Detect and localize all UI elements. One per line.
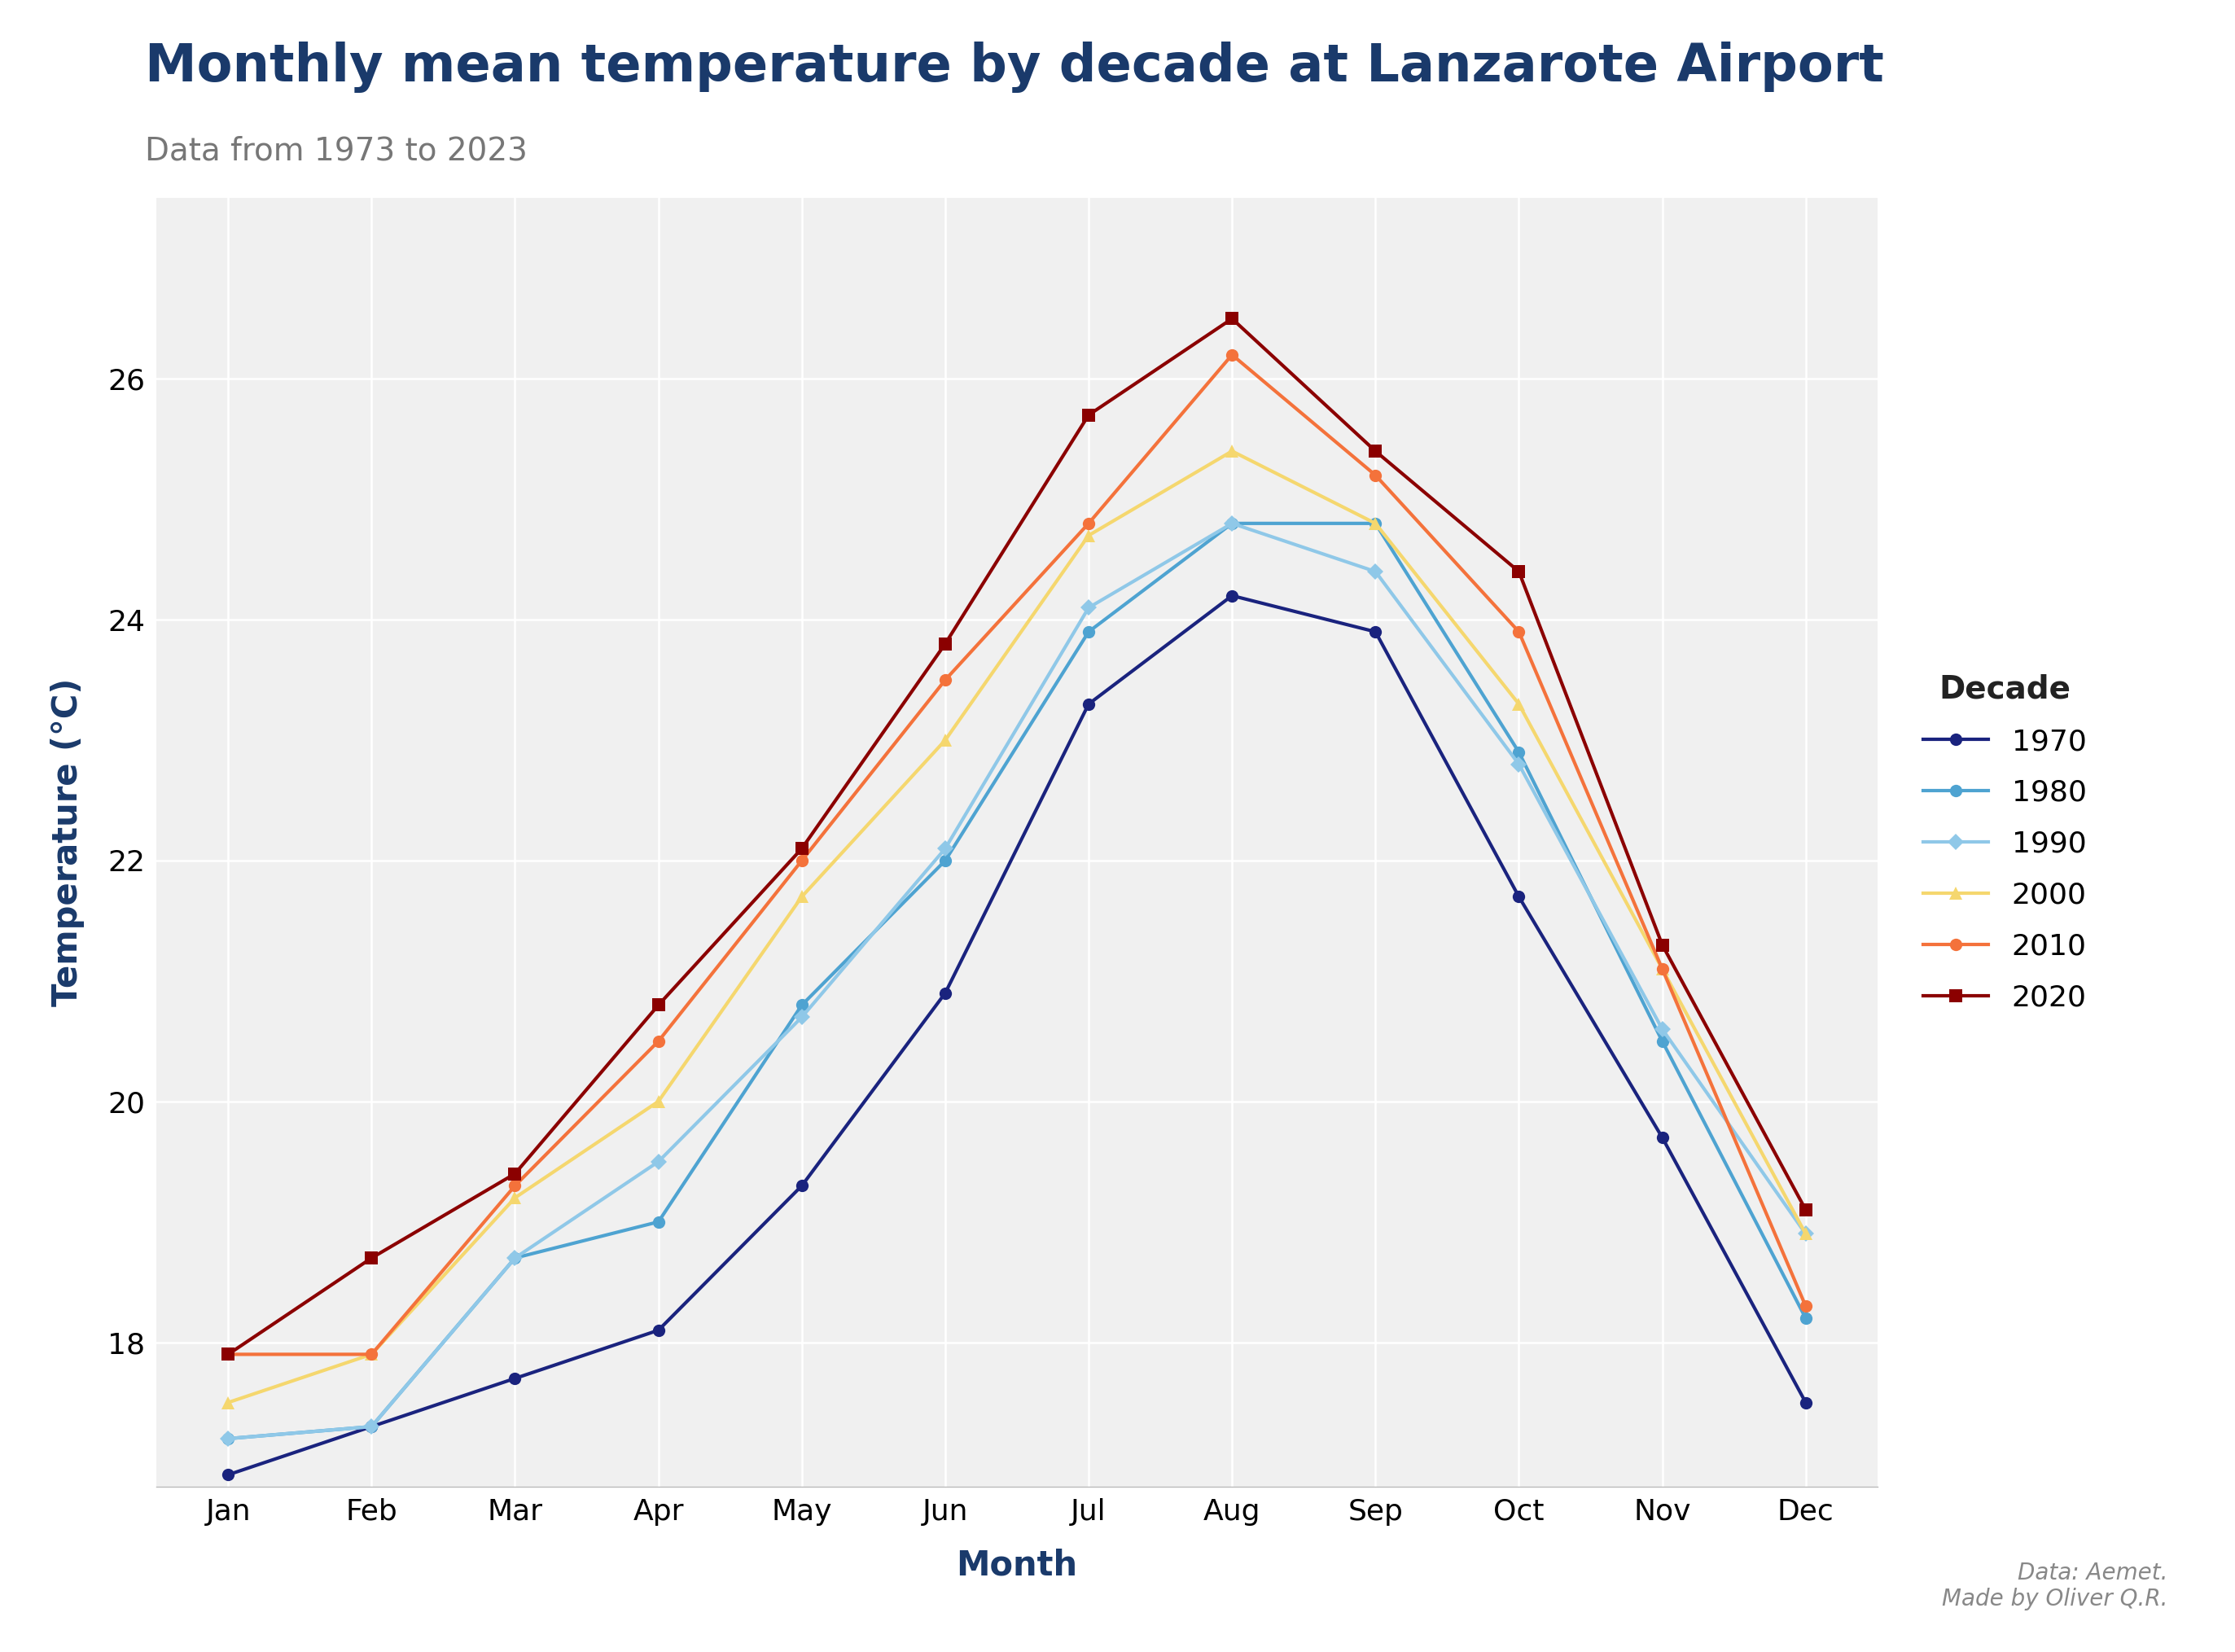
1990 xyxy=(1361,562,1388,582)
2020 xyxy=(789,839,816,859)
2010 xyxy=(1649,960,1676,980)
1990 xyxy=(1075,598,1102,618)
1980 xyxy=(1792,1308,1819,1328)
1970 xyxy=(215,1465,241,1485)
1990 xyxy=(932,839,959,859)
2020 xyxy=(1075,405,1102,425)
2020 xyxy=(646,995,673,1014)
1980 xyxy=(789,995,816,1014)
1990 xyxy=(789,1008,816,1028)
2020 xyxy=(1792,1199,1819,1219)
2000 xyxy=(1075,525,1102,545)
Text: Data: Aemet.
Made by Oliver Q.R.: Data: Aemet. Made by Oliver Q.R. xyxy=(1942,1561,2168,1611)
1980 xyxy=(215,1429,241,1449)
2020 xyxy=(358,1247,384,1267)
2000 xyxy=(646,1092,673,1112)
Legend: 1970, 1980, 1990, 2000, 2010, 2020: 1970, 1980, 1990, 2000, 2010, 2020 xyxy=(1924,674,2087,1011)
Text: Monthly mean temperature by decade at Lanzarote Airport: Monthly mean temperature by decade at La… xyxy=(145,41,1884,93)
2020 xyxy=(1506,562,1533,582)
Line: 1980: 1980 xyxy=(221,517,1813,1446)
1970 xyxy=(646,1320,673,1340)
1970 xyxy=(1361,621,1388,641)
2010 xyxy=(1075,514,1102,534)
2000 xyxy=(1792,1224,1819,1244)
2020 xyxy=(1361,441,1388,461)
1970 xyxy=(1792,1393,1819,1412)
Text: Data from 1973 to 2023: Data from 1973 to 2023 xyxy=(145,135,527,167)
2010 xyxy=(215,1345,241,1365)
1970 xyxy=(932,983,959,1003)
1990 xyxy=(1649,1019,1676,1039)
2000 xyxy=(1361,514,1388,534)
2010 xyxy=(1506,621,1533,641)
1990 xyxy=(1792,1224,1819,1244)
Line: 2000: 2000 xyxy=(221,444,1813,1409)
1970 xyxy=(501,1368,527,1388)
1970 xyxy=(358,1417,384,1437)
1980 xyxy=(358,1417,384,1437)
2010 xyxy=(1361,466,1388,486)
1980 xyxy=(501,1247,527,1267)
2010 xyxy=(646,1031,673,1051)
1980 xyxy=(1506,742,1533,762)
2020 xyxy=(215,1345,241,1365)
2010 xyxy=(1218,345,1245,365)
2000 xyxy=(358,1345,384,1365)
1990 xyxy=(1506,755,1533,775)
2010 xyxy=(358,1345,384,1365)
1970 xyxy=(789,1176,816,1196)
2010 xyxy=(789,851,816,871)
2020 xyxy=(1649,935,1676,955)
Line: 1990: 1990 xyxy=(224,517,1810,1444)
2000 xyxy=(932,730,959,750)
Line: 2020: 2020 xyxy=(221,312,1813,1361)
2010 xyxy=(932,671,959,691)
1980 xyxy=(1075,621,1102,641)
2000 xyxy=(215,1393,241,1412)
1990 xyxy=(646,1151,673,1171)
1980 xyxy=(1649,1031,1676,1051)
1980 xyxy=(646,1213,673,1232)
X-axis label: Month: Month xyxy=(957,1548,1077,1583)
2020 xyxy=(1218,309,1245,329)
2000 xyxy=(1218,441,1245,461)
1970 xyxy=(1075,694,1102,714)
1980 xyxy=(932,851,959,871)
2000 xyxy=(1649,960,1676,980)
1980 xyxy=(1218,514,1245,534)
Y-axis label: Temperature (°C): Temperature (°C) xyxy=(51,679,85,1006)
2010 xyxy=(501,1176,527,1196)
Line: 2010: 2010 xyxy=(221,349,1813,1361)
1990 xyxy=(215,1429,241,1449)
2000 xyxy=(789,887,816,907)
Line: 1970: 1970 xyxy=(221,590,1813,1480)
1980 xyxy=(1361,514,1388,534)
2000 xyxy=(501,1188,527,1208)
1990 xyxy=(501,1247,527,1267)
2020 xyxy=(501,1163,527,1183)
1970 xyxy=(1649,1128,1676,1148)
1970 xyxy=(1506,887,1533,907)
2000 xyxy=(1506,694,1533,714)
1990 xyxy=(1218,514,1245,534)
2020 xyxy=(932,634,959,654)
2010 xyxy=(1792,1297,1819,1317)
1970 xyxy=(1218,586,1245,606)
1990 xyxy=(358,1417,384,1437)
